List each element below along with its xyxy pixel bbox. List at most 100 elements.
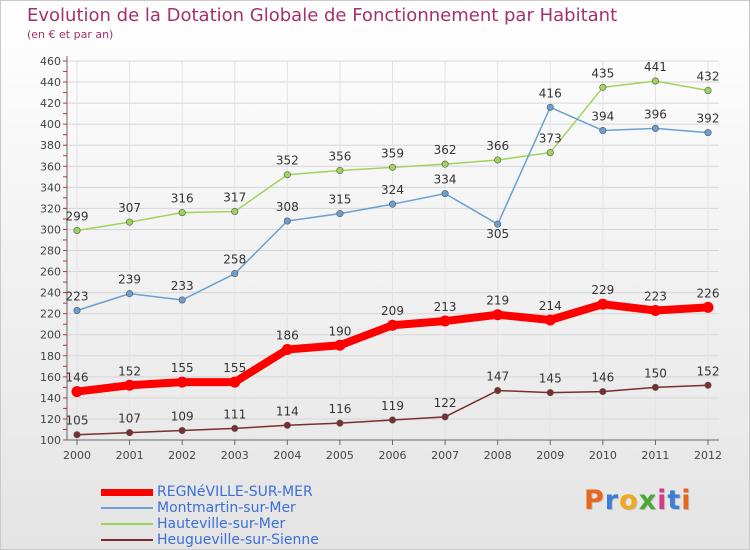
data-point	[336, 166, 344, 174]
data-point	[494, 220, 502, 228]
legend-label: Heugueville-sur-Sienne	[157, 531, 319, 548]
data-label: 209	[381, 304, 404, 318]
data-point	[336, 210, 344, 218]
y-tick-label: 260	[40, 266, 61, 279]
data-point	[283, 421, 291, 429]
x-tick-label: 2010	[589, 449, 617, 462]
legend-label: Montmartin-sur-Mer	[157, 499, 296, 516]
data-point	[441, 413, 449, 421]
legend-swatch-series-2	[101, 507, 153, 509]
data-label: 308	[276, 200, 299, 214]
data-point	[283, 171, 291, 179]
x-tick-label: 2006	[379, 449, 407, 462]
data-label: 186	[276, 328, 299, 342]
data-point	[494, 156, 502, 164]
data-point	[597, 298, 609, 310]
data-point	[704, 381, 712, 389]
series-lines	[71, 77, 714, 439]
y-tick-label: 420	[40, 97, 61, 110]
y-tick-labels: 100 120 140 160 180 200 220 240 260 280 300 320 340 3…	[40, 55, 61, 447]
y-tick-label: 120	[40, 413, 61, 426]
data-point	[651, 124, 659, 132]
legend-swatch-series-3	[101, 523, 153, 525]
data-point	[71, 386, 83, 398]
data-point	[441, 190, 449, 198]
legend-swatch-series-1	[101, 488, 153, 496]
legend-label: REGNéVILLE-SUR-MER	[157, 483, 313, 500]
data-labels: 105 107 109 111 114 116 119 122 147 145 146 150 152 2…	[66, 60, 720, 428]
data-label: 147	[486, 370, 509, 384]
data-label: 152	[118, 364, 141, 378]
data-point	[388, 416, 396, 424]
data-point	[231, 270, 239, 278]
data-label: 152	[697, 364, 720, 378]
data-label: 362	[434, 143, 457, 157]
y-tick-label: 360	[40, 160, 61, 173]
y-tick-label: 240	[40, 287, 61, 300]
legend-label: Hauteville-sur-Mer	[157, 515, 286, 532]
data-label: 416	[539, 86, 562, 100]
y-tick-label: 340	[40, 181, 61, 194]
data-label: 214	[539, 299, 562, 313]
legend: REGNéVILLE-SUR-MER Montmartin-sur-Mer Ha…	[101, 484, 319, 548]
x-tick-label: 2004	[273, 449, 301, 462]
chart-title: Evolution de la Dotation Globale de Fonc…	[27, 5, 618, 26]
data-point	[546, 103, 554, 111]
data-label: 396	[644, 107, 667, 121]
data-label: 307	[118, 201, 141, 215]
data-point	[73, 431, 81, 439]
data-label: 146	[66, 371, 89, 385]
data-label: 334	[434, 173, 457, 187]
data-point	[494, 387, 502, 395]
x-tick-label: 2003	[221, 449, 249, 462]
data-point	[231, 208, 239, 216]
data-label: 315	[328, 193, 351, 207]
data-point	[388, 163, 396, 171]
data-point	[229, 376, 241, 388]
brand-logo: Proxiti	[584, 485, 692, 516]
data-point	[178, 296, 186, 304]
data-label: 146	[591, 371, 614, 385]
data-label: 258	[223, 253, 246, 267]
data-label: 229	[591, 283, 614, 297]
data-point	[599, 126, 607, 134]
x-tick-label: 2009	[536, 449, 564, 462]
y-tick-label: 180	[40, 350, 61, 363]
data-label: 150	[644, 366, 667, 380]
data-label: 441	[644, 60, 667, 74]
legend-item: REGNéVILLE-SUR-MER	[101, 484, 319, 500]
x-tick-label: 2002	[168, 449, 196, 462]
data-label: 155	[223, 361, 246, 375]
data-point	[73, 307, 81, 315]
data-label: 233	[171, 279, 194, 293]
x-tick-label: 2000	[63, 449, 91, 462]
y-tick-label: 300	[40, 223, 61, 236]
data-point	[126, 429, 134, 437]
y-tick-label: 460	[40, 55, 61, 68]
data-point	[546, 389, 554, 397]
data-label: 373	[539, 132, 562, 146]
data-point	[281, 343, 293, 355]
data-label: 145	[539, 372, 562, 386]
data-label: 435	[591, 66, 614, 80]
data-label: 226	[697, 286, 720, 300]
data-point	[439, 315, 451, 327]
data-point	[178, 427, 186, 435]
data-label: 111	[223, 407, 246, 421]
data-label: 109	[171, 410, 194, 424]
y-tick-label: 280	[40, 245, 61, 258]
data-point	[492, 309, 504, 321]
data-point	[387, 319, 398, 331]
data-point	[124, 379, 136, 391]
data-point	[546, 149, 554, 157]
data-point	[702, 301, 714, 313]
data-point	[651, 77, 659, 85]
y-tick-label: 440	[40, 76, 61, 89]
data-label: 394	[591, 109, 614, 123]
data-label: 119	[381, 399, 404, 413]
data-label: 223	[644, 290, 667, 304]
data-point	[651, 383, 659, 391]
data-label: 305	[486, 227, 509, 241]
data-label: 105	[66, 414, 89, 428]
